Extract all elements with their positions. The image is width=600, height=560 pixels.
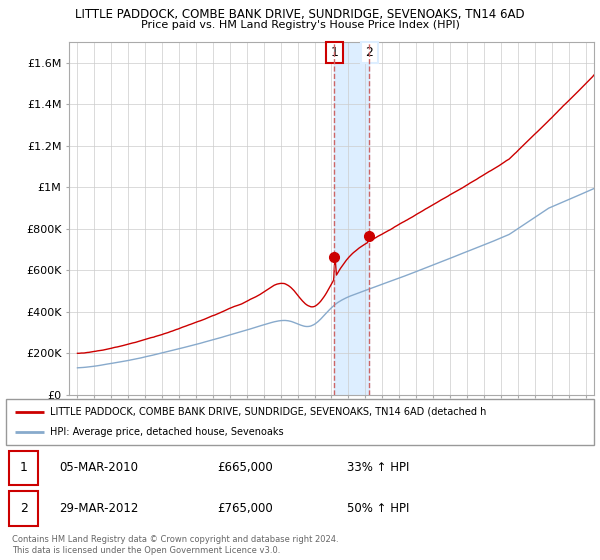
Text: 1: 1 xyxy=(20,461,28,474)
Text: LITTLE PADDOCK, COMBE BANK DRIVE, SUNDRIDGE, SEVENOAKS, TN14 6AD: LITTLE PADDOCK, COMBE BANK DRIVE, SUNDRI… xyxy=(75,8,525,21)
Bar xyxy=(9,450,38,485)
Text: Contains HM Land Registry data © Crown copyright and database right 2024.
This d: Contains HM Land Registry data © Crown c… xyxy=(12,535,338,555)
Text: £665,000: £665,000 xyxy=(218,461,274,474)
Text: HPI: Average price, detached house, Sevenoaks: HPI: Average price, detached house, Seve… xyxy=(50,427,284,437)
Bar xyxy=(334,42,370,395)
Bar xyxy=(9,492,38,526)
Text: 50% ↑ HPI: 50% ↑ HPI xyxy=(347,502,409,515)
Text: 29-MAR-2012: 29-MAR-2012 xyxy=(59,502,138,515)
Text: 2: 2 xyxy=(365,46,373,59)
Text: 05-MAR-2010: 05-MAR-2010 xyxy=(59,461,138,474)
Text: £765,000: £765,000 xyxy=(218,502,274,515)
Text: Price paid vs. HM Land Registry's House Price Index (HPI): Price paid vs. HM Land Registry's House … xyxy=(140,20,460,30)
Text: 2: 2 xyxy=(20,502,28,515)
Text: LITTLE PADDOCK, COMBE BANK DRIVE, SUNDRIDGE, SEVENOAKS, TN14 6AD (detached h: LITTLE PADDOCK, COMBE BANK DRIVE, SUNDRI… xyxy=(50,407,487,417)
Text: 1: 1 xyxy=(331,46,338,59)
Text: 33% ↑ HPI: 33% ↑ HPI xyxy=(347,461,409,474)
